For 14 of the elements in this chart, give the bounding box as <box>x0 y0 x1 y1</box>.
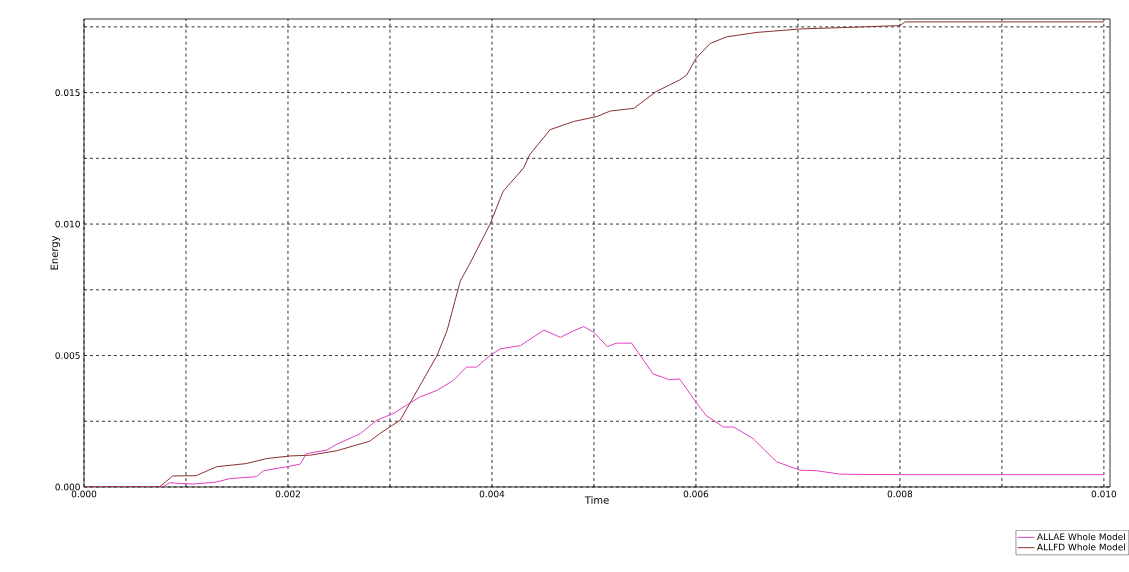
legend-label: ALLFD Whole Model <box>1037 543 1125 551</box>
y-tick-label: 0.010 <box>55 220 80 228</box>
y-tick-label: 0.000 <box>55 483 80 491</box>
x-axis-title: Time <box>584 496 609 504</box>
legend-label: ALLAE Whole Model <box>1037 533 1125 541</box>
x-tick-label: 0.008 <box>887 490 913 498</box>
y-tick-label: 0.015 <box>55 89 80 96</box>
x-tick-label: 0.002 <box>275 490 300 498</box>
y-tick-label: 0.005 <box>55 352 80 359</box>
x-tick-label: 0.006 <box>683 490 709 498</box>
x-tick-label: 0.004 <box>479 490 505 498</box>
x-tick-label: 0.000 <box>71 490 97 498</box>
y-axis-title: Energy <box>50 235 60 270</box>
x-tick-label: 0.010 <box>1091 490 1117 498</box>
